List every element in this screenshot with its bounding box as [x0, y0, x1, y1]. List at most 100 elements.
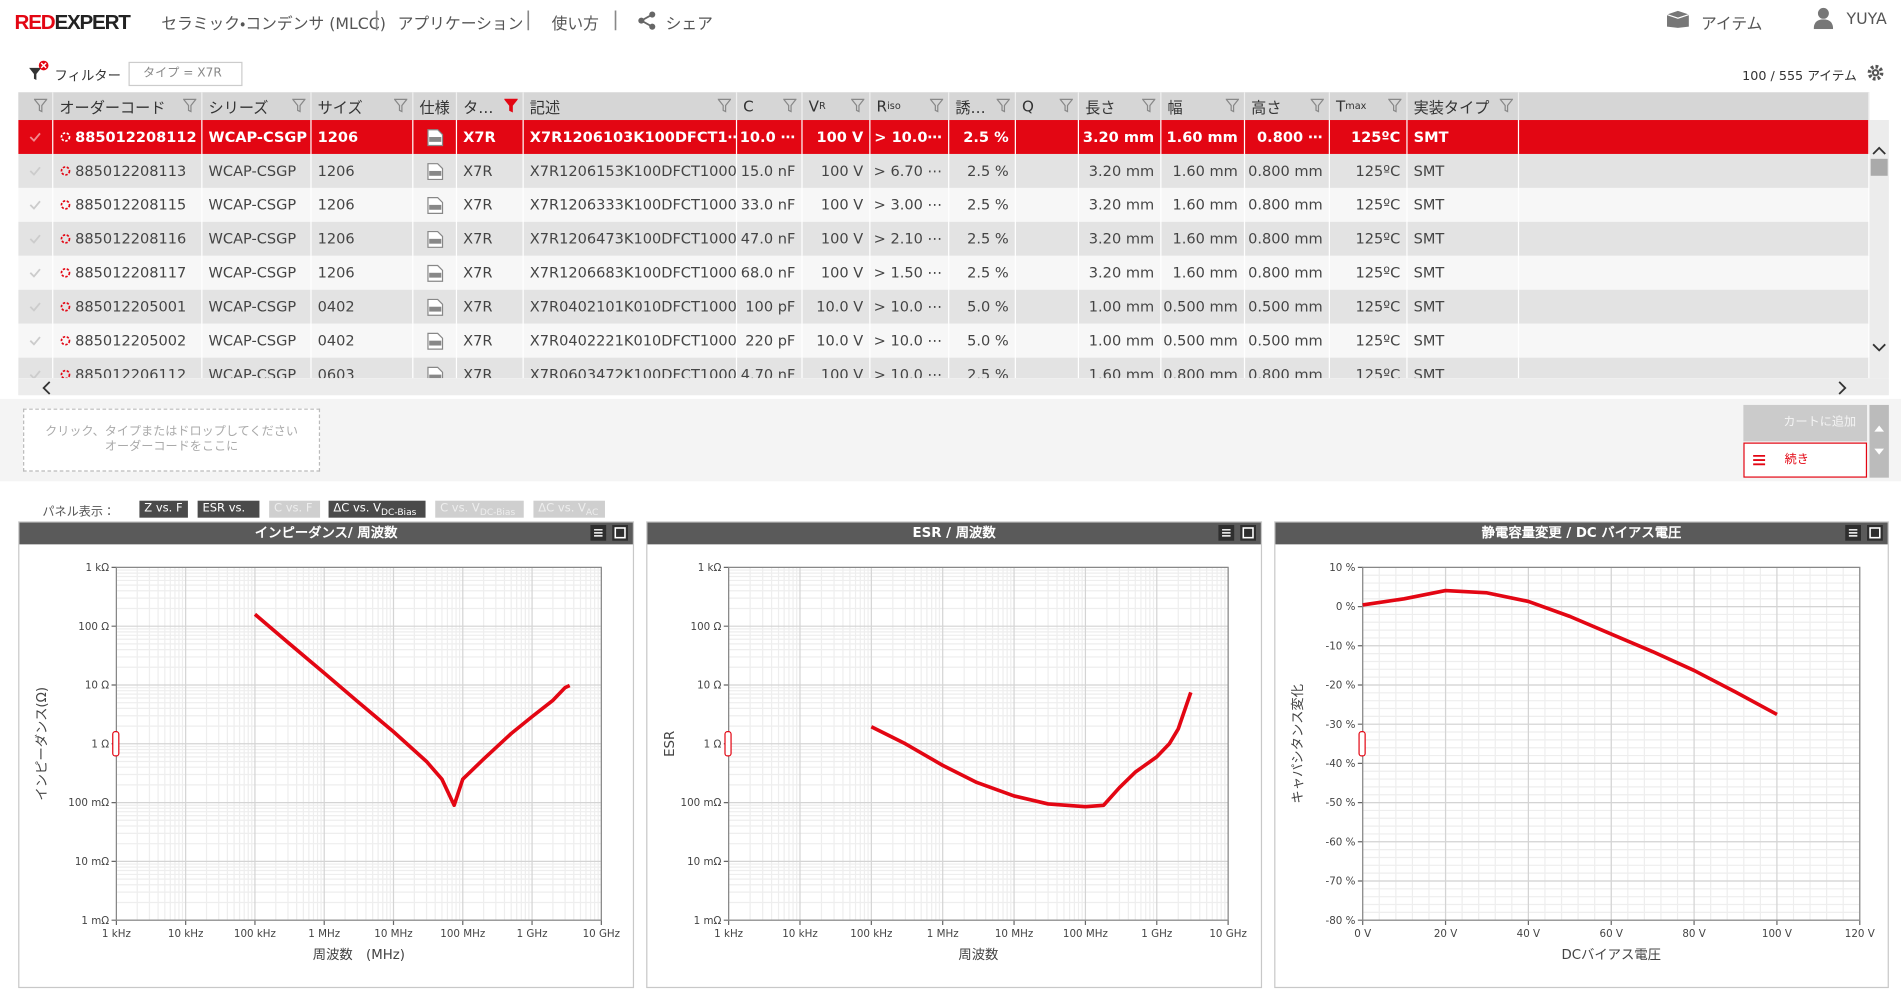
check-cell[interactable]	[18, 255, 54, 290]
filter-shape	[1499, 98, 1514, 113]
filter-icon[interactable]	[504, 98, 518, 113]
table-row[interactable]: 885012208113 WCAP-CSGP 1206 X7R X7R1206153K1…	[18, 153, 1870, 188]
header-cell[interactable]: 仕様	[413, 92, 458, 121]
order-icon[interactable]	[59, 165, 71, 177]
table-row[interactable]: 885012205001 WCAP-CSGP 0402 X7R X7R0402101K0…	[18, 289, 1870, 324]
filter-icon[interactable]	[394, 98, 408, 113]
header-cell[interactable]: Q	[1016, 92, 1080, 121]
settings-icon[interactable]	[1867, 64, 1884, 81]
header-cell[interactable]: シリーズ	[202, 92, 312, 121]
header-cell[interactable]: 記述	[524, 92, 738, 121]
table-row[interactable]: 885012208116 WCAP-CSGP 1206 X7R X7R1206473K1…	[18, 221, 1870, 256]
header-cell[interactable]: 実装タイプ	[1408, 92, 1520, 121]
panel-toggle[interactable]: ESR vs. F	[197, 500, 260, 532]
check-cell[interactable]	[18, 357, 54, 379]
chart-expand-button[interactable]	[1867, 524, 1883, 541]
chart-menu-button[interactable]	[590, 524, 607, 541]
pdf-icon[interactable]	[427, 128, 444, 146]
panel-toggle[interactable]: ΔC vs. VDC-Bias	[328, 500, 426, 518]
header-cell[interactable]: タ…	[457, 92, 524, 121]
brand[interactable]: REDEXPERT	[15, 11, 131, 35]
header-cell[interactable]: 高さ	[1245, 92, 1330, 121]
v-scrollbar[interactable]	[1869, 120, 1889, 379]
drop-zone[interactable]: クリック、タイプまたはドロップしてください オーダーコードをここに	[23, 408, 321, 472]
check-cell[interactable]	[18, 120, 54, 154]
order-icon[interactable]	[59, 233, 71, 245]
filter-icon[interactable]	[292, 98, 306, 113]
axis-handle[interactable]	[112, 731, 120, 757]
chart-menu-button[interactable]	[1218, 524, 1235, 541]
filter-icon[interactable]	[1142, 98, 1156, 113]
table-row[interactable]: 885012208117 WCAP-CSGP 1206 X7R X7R1206683K1…	[18, 255, 1870, 290]
order-icon[interactable]	[59, 335, 71, 347]
check-cell[interactable]	[18, 323, 54, 358]
pdf-icon[interactable]	[427, 230, 444, 248]
pdf-icon[interactable]	[427, 366, 444, 379]
check-cell[interactable]	[18, 153, 54, 188]
filter-icon[interactable]	[1059, 98, 1073, 113]
order-icon[interactable]	[59, 267, 71, 279]
filter-icon[interactable]	[33, 98, 48, 113]
panel-toggle[interactable]: Z vs. F	[139, 500, 188, 518]
header-cell[interactable]: サイズ	[312, 92, 414, 121]
pdf-icon[interactable]	[427, 162, 444, 180]
filter-icon[interactable]	[851, 98, 865, 113]
chart-expand-button[interactable]	[1240, 524, 1257, 541]
h-scrollbar[interactable]	[18, 378, 1889, 396]
table-row[interactable]: 885012206112 WCAP-CSGP 0603 X7R X7R0603472K1…	[18, 357, 1870, 379]
items-link[interactable]: アイテム	[1700, 15, 1763, 34]
filter-icon[interactable]	[1388, 98, 1402, 113]
order-icon[interactable]	[59, 199, 71, 211]
panel-toggle[interactable]: C vs. VDC-Bias	[435, 500, 524, 518]
filter-icon[interactable]	[1310, 98, 1324, 113]
button-scroller[interactable]	[1869, 404, 1889, 478]
pdf-icon[interactable]	[427, 298, 444, 316]
filter-icon[interactable]	[996, 98, 1010, 113]
check-cell[interactable]	[18, 221, 54, 256]
filter-chip[interactable]: タイプ = X7R	[128, 61, 243, 87]
user-icon[interactable]	[1813, 7, 1834, 30]
filter-icon[interactable]	[1225, 98, 1240, 113]
header-cell[interactable]: オーダーコード	[53, 92, 203, 121]
panel-toggle[interactable]: C vs. F	[269, 500, 321, 518]
table-row[interactable]: 885012208115 WCAP-CSGP 1206 X7R X7R1206333K1…	[18, 187, 1870, 222]
axis-handle[interactable]	[724, 731, 732, 757]
check-cell[interactable]	[18, 289, 54, 324]
table-row[interactable]: 885012205002 WCAP-CSGP 0402 X7R X7R0402221K0…	[18, 323, 1870, 358]
filter-icon[interactable]	[1499, 98, 1514, 113]
order-icon[interactable]	[59, 301, 71, 313]
pdf-icon[interactable]	[427, 196, 444, 214]
header-cell[interactable]: 幅	[1161, 92, 1246, 121]
nav-link[interactable]: アプリケーション	[397, 15, 524, 34]
nav-link[interactable]: セラミック・コンデンサ (MLCC)	[161, 15, 386, 34]
share-icon[interactable]	[638, 11, 657, 30]
nav-link[interactable]: 使い方	[551, 15, 599, 34]
cell-text: SMT	[1413, 332, 1445, 350]
axis-handle[interactable]	[1358, 731, 1366, 757]
order-icon[interactable]	[59, 131, 71, 143]
x-tick-label: 0 V	[1354, 928, 1371, 940]
chart-menu-button[interactable]	[1845, 524, 1861, 541]
pdf-icon[interactable]	[427, 332, 444, 350]
panel-toggle[interactable]: ΔC vs. VAC	[533, 500, 605, 518]
chart-expand-button[interactable]	[612, 524, 629, 541]
nav-link[interactable]: シェア	[665, 15, 713, 34]
header-cell[interactable]: 長さ	[1079, 92, 1162, 121]
order-icon[interactable]	[59, 369, 71, 379]
header-cell[interactable]: 誘…	[949, 92, 1016, 121]
filter-clear-icon[interactable]	[27, 60, 51, 83]
pdf-icon[interactable]	[427, 264, 444, 282]
filter-icon[interactable]	[717, 98, 732, 113]
box-icon[interactable]	[1666, 10, 1690, 29]
add-to-cart-button[interactable]: カートに追加	[1743, 404, 1868, 442]
check-cell[interactable]	[18, 187, 54, 222]
table-row[interactable]: 885012208112 WCAP-CSGP 1206 X7R X7R1206103K1…	[18, 120, 1870, 154]
filter-icon[interactable]	[183, 98, 197, 113]
user-name[interactable]: YUYA	[1846, 10, 1887, 30]
filter-icon[interactable]	[929, 98, 944, 113]
filter-icon[interactable]	[783, 98, 797, 113]
header-cell[interactable]: C	[737, 92, 803, 121]
